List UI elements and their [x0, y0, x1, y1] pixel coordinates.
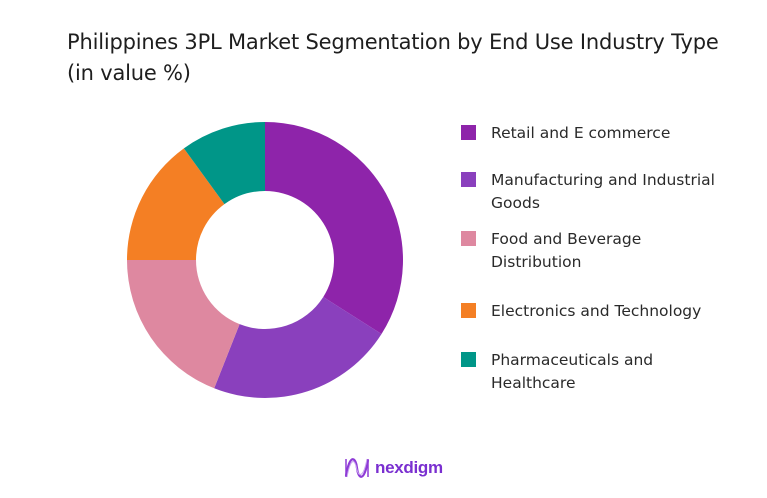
- legend-label: Pharmaceuticals and Healthcare: [491, 351, 654, 392]
- legend-label: Food and Beverage Distribution: [491, 230, 642, 271]
- nexdigm-logo: nexdigm: [344, 456, 443, 480]
- legend-label: Retail and E commerce: [491, 124, 671, 142]
- legend-label: Manufacturing and Industrial Goods: [491, 171, 715, 212]
- legend-swatch: [461, 125, 476, 140]
- legend-swatch: [461, 352, 476, 367]
- nexdigm-wave-icon: [344, 458, 370, 478]
- donut-segment: [127, 260, 240, 389]
- donut-segment: [183, 122, 265, 205]
- donut-segment: [214, 296, 382, 398]
- donut-segment: [265, 122, 403, 334]
- logo-text: nexdigm: [375, 458, 443, 477]
- legend-item-food: Food and Beverage Distribution: [461, 228, 721, 274]
- chart-title: Philippines 3PL Market Segmentation by E…: [67, 30, 719, 85]
- legend-swatch: [461, 231, 476, 246]
- legend-label: Electronics and Technology: [491, 302, 702, 320]
- legend-item-manufacturing: Manufacturing and Industrial Goods: [461, 169, 721, 215]
- legend-swatch: [461, 303, 476, 318]
- legend-swatch: [461, 172, 476, 187]
- legend-item-pharma: Pharmaceuticals and Healthcare: [461, 349, 721, 395]
- legend-item-retail: Retail and E commerce: [461, 122, 721, 145]
- donut-segment: [127, 148, 225, 260]
- legend-item-electronics: Electronics and Technology: [461, 300, 751, 323]
